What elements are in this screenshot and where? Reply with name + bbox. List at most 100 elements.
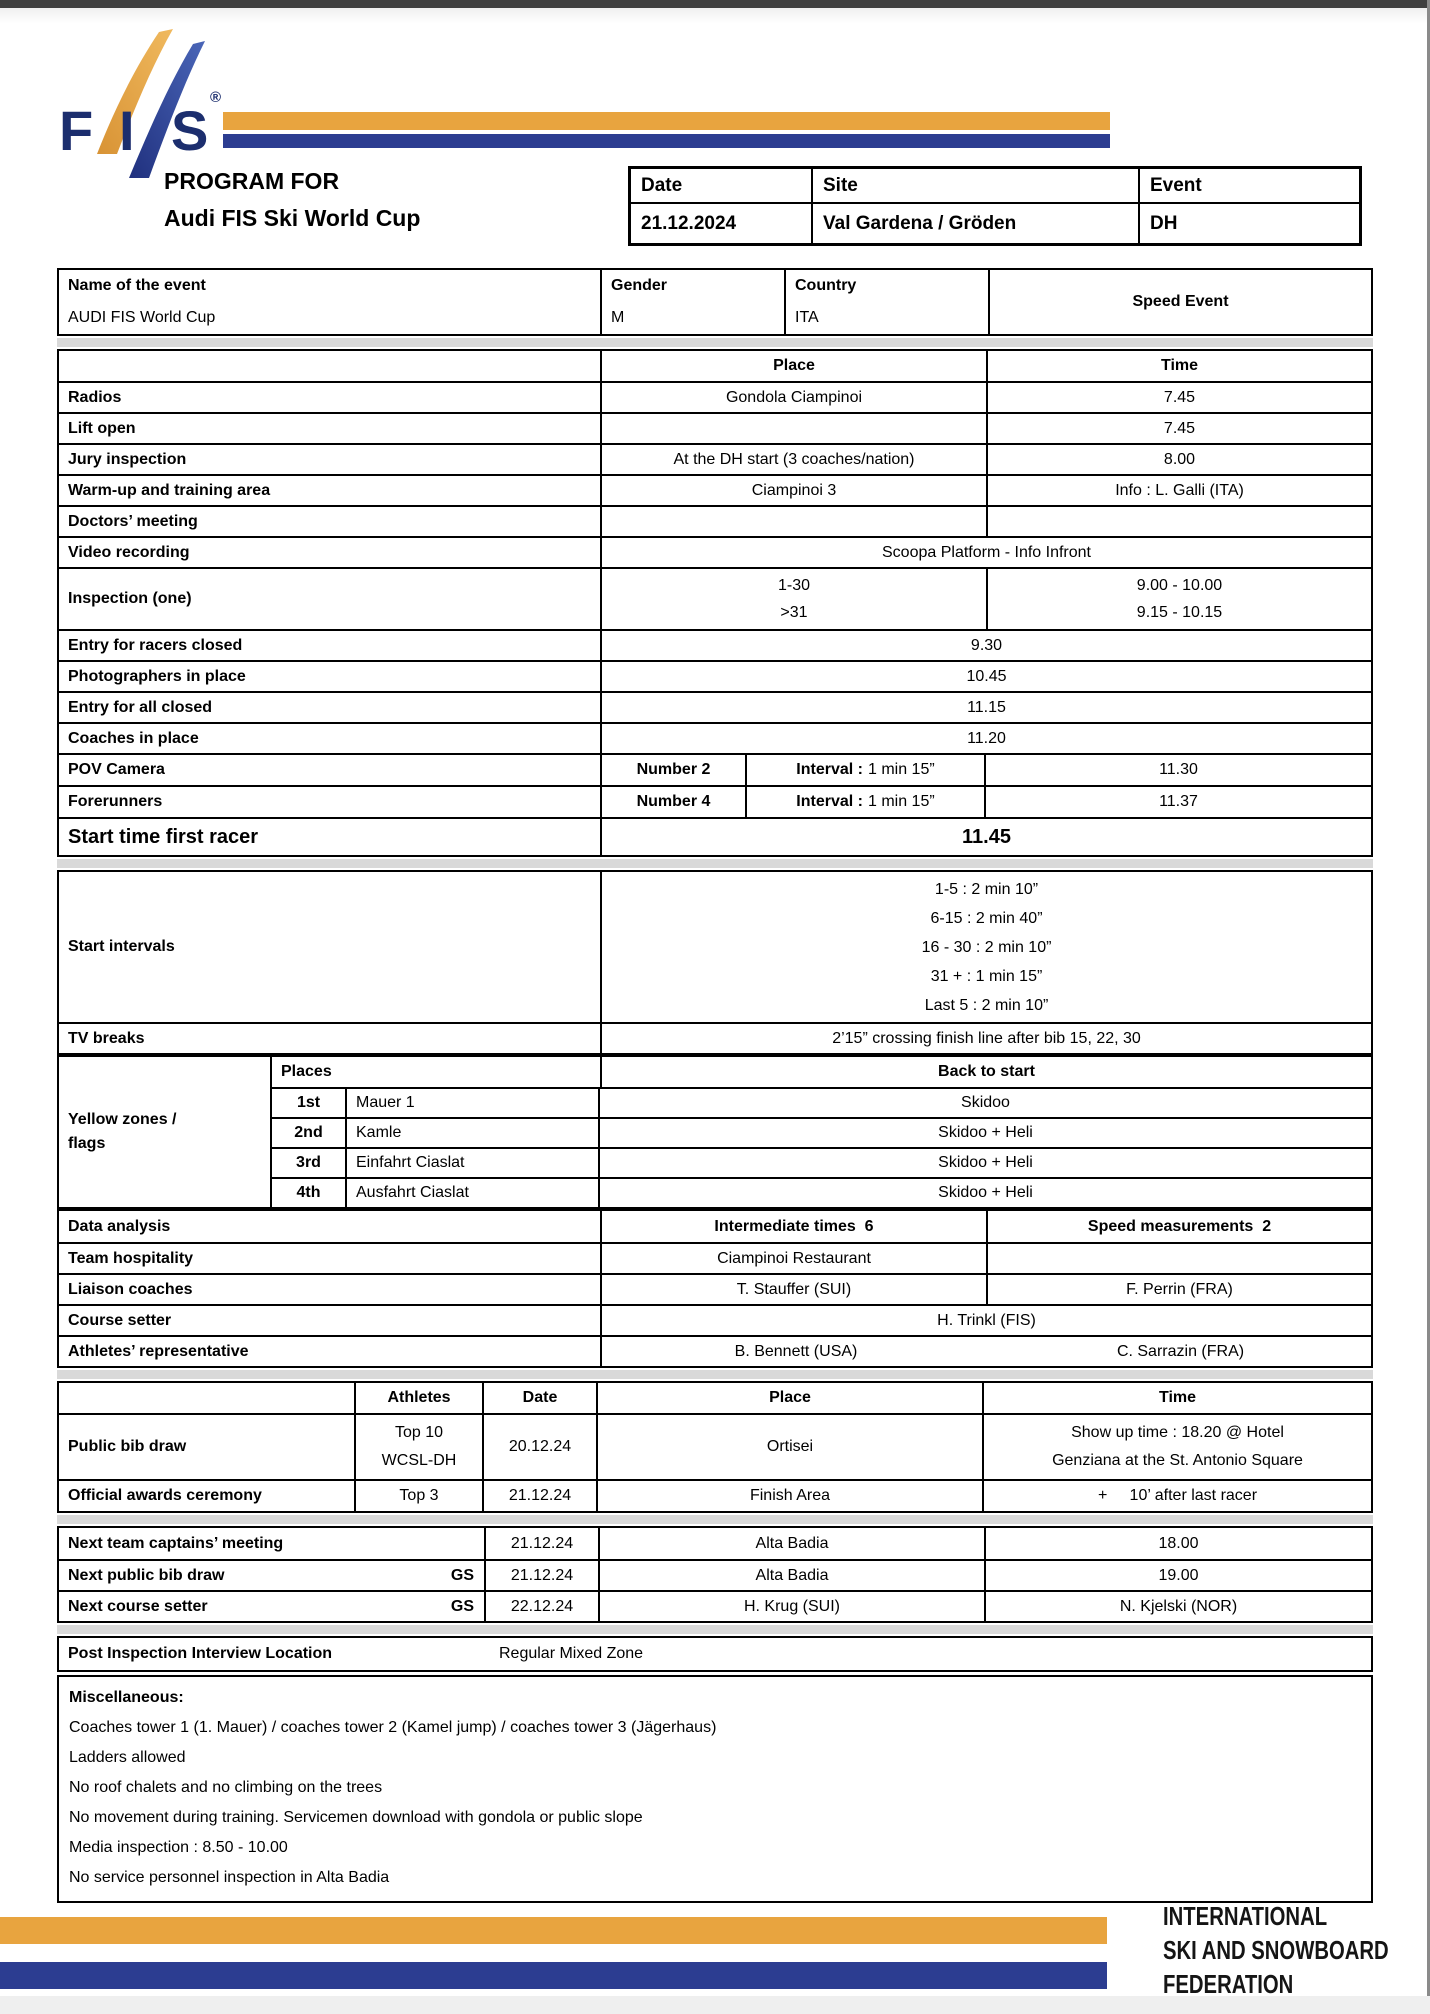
bib-draw-header-row: Athletes Date Place Time [59, 1383, 1371, 1413]
misc-line: No roof chalets and no climbing on the t… [69, 1779, 383, 1796]
pov-interval-value: 1 min 15” [867, 761, 935, 778]
warmup-time: Info : L. Galli (ITA) [986, 476, 1371, 505]
miscellaneous-section: Miscellaneous: Coaches tower 1 (1. Mauer… [57, 1675, 1373, 1903]
fis-logo-graphic: F I S ® [59, 29, 221, 178]
post-inspection-section: Post Inspection Interview Location Regul… [57, 1636, 1373, 1672]
start-time-label: Start time first racer [68, 825, 259, 848]
post-inspection-label: Post Inspection Interview Location [68, 1645, 333, 1662]
event-value-row: AUDI FIS World Cup M ITA [59, 302, 988, 334]
event-value: DH [1138, 204, 1359, 243]
hospitality-time [986, 1244, 1371, 1273]
yellow-ord-1: 1st [296, 1094, 321, 1111]
athletes-rep-2: C. Sarrazin (FRA) [1116, 1342, 1245, 1360]
public-bib-athletes-line1: Top 10 [394, 1424, 444, 1441]
public-bib-time-line1: Show up time : 18.20 @ Hotel [1071, 1424, 1284, 1441]
event-header-row: Name of the event Gender Country [59, 270, 988, 302]
next-setter-discipline: GS [450, 1597, 474, 1615]
gender-label: Gender [600, 270, 784, 302]
athletes-header: Athletes [354, 1383, 482, 1413]
jury-time: 8.00 [986, 445, 1371, 474]
yellow-back-4: Skidoo + Heli [598, 1179, 1371, 1207]
post-inspection-cell: Post Inspection Interview Location Regul… [59, 1638, 1371, 1670]
row-athletes-rep: Athletes’ representative B. Bennett (USA… [59, 1335, 1371, 1366]
misc-line: No service personnel inspection in Alta … [69, 1869, 390, 1886]
federation-line1: INTERNATIONAL [1163, 1901, 1328, 1931]
schedule-header-row: Place Time [59, 351, 1371, 381]
start-time-value: 11.45 [600, 819, 1371, 855]
yellow-row-4: 4th Ausfahrt Ciaslat Skidoo + Heli [272, 1177, 1371, 1207]
inspection-group-2: >31 [780, 604, 808, 621]
officials-section: Data analysis Intermediate times 6 Speed… [57, 1209, 1373, 1368]
header-gold-bar [223, 112, 1110, 130]
site-header: Site [811, 169, 1138, 202]
date-site-event-table: Date Site Event 21.12.2024 Val Gardena /… [628, 166, 1362, 246]
places-header: Places [281, 1063, 332, 1080]
logo-letter-f: F [59, 99, 93, 162]
event-name-value: AUDI FIS World Cup [68, 309, 216, 326]
next-bib-label-cell: Next public bib draw GS [59, 1561, 484, 1590]
row-start-intervals: Start intervals 1-5 : 2 min 10” 6-15 : 2… [59, 872, 1371, 1022]
inspection-group-1: 1-30 [777, 577, 811, 594]
interval-line: Last 5 : 2 min 10” [924, 996, 1049, 1014]
window-top-edge [0, 0, 1430, 8]
next-setter-place: H. Krug (SUI) [598, 1592, 984, 1621]
row-liaison-coaches: Liaison coaches T. Stauffer (SUI) F. Per… [59, 1273, 1371, 1304]
section-divider [57, 1515, 1373, 1524]
yellow-place-1: Mauer 1 [345, 1089, 598, 1117]
awards-athletes: Top 3 [354, 1481, 482, 1511]
pov-label: POV Camera [68, 761, 165, 778]
country-value: ITA [784, 302, 988, 334]
speed-measurements: Speed measurements 2 [986, 1211, 1371, 1242]
video-label: Video recording [68, 543, 190, 561]
event-name-left: Name of the event Gender Country AUDI FI… [59, 270, 988, 334]
next-bib-time: 19.00 [984, 1561, 1371, 1590]
page-title-line1: PROGRAM FOR [164, 168, 340, 194]
footer-blue-bar [0, 1962, 1107, 1989]
row-forerunners: Forerunners Number 4 Interval : 1 min 15… [59, 785, 1371, 817]
start-intervals-values: 1-5 : 2 min 10” 6-15 : 2 min 40” 16 - 30… [600, 872, 1371, 1022]
event-category: Speed Event [988, 270, 1371, 334]
photographers-time: 10.45 [600, 662, 1371, 691]
row-warmup: Warm-up and training area Ciampinoi 3 In… [59, 474, 1371, 505]
public-bib-athletes-line2: WCSL-DH [381, 1452, 457, 1469]
logo-letter-s: S [171, 99, 208, 162]
next-setter-time: N. Kjelski (NOR) [984, 1592, 1371, 1621]
logo-letter-i: I [119, 99, 135, 162]
interval-line: 6-15 : 2 min 40” [930, 909, 1043, 927]
doctors-label: Doctors’ meeting [68, 512, 198, 530]
row-tv-breaks: TV breaks 2’15” crossing finish line aft… [59, 1022, 1371, 1053]
entry-racers-time: 9.30 [600, 631, 1371, 660]
info-value-row: 21.12.2024 Val Gardena / Gröden DH [631, 202, 1359, 243]
bib-time-header: Time [982, 1383, 1371, 1413]
section-divider [57, 859, 1373, 868]
row-next-captains-meeting: Next team captains’ meeting 21.12.24 Alt… [59, 1528, 1371, 1559]
public-bib-place: Ortisei [596, 1415, 982, 1479]
next-bib-date: 21.12.24 [484, 1561, 598, 1590]
registered-mark: ® [210, 89, 221, 106]
yellow-row-2: 2nd Kamle Skidoo + Heli [272, 1117, 1371, 1147]
next-captains-date: 21.12.24 [484, 1528, 598, 1559]
awards-place: Finish Area [596, 1481, 982, 1511]
next-captains-time: 18.00 [984, 1528, 1371, 1559]
video-value: Scoopa Platform - Info Infront [600, 538, 1371, 567]
next-setter-label: Next course setter [68, 1597, 208, 1615]
doctors-place [600, 507, 986, 536]
row-radios: Radios Gondola Ciampinoi 7.45 [59, 381, 1371, 412]
row-entry-all: Entry for all closed 11.15 [59, 691, 1371, 722]
yellow-back-2: Skidoo + Heli [598, 1119, 1371, 1147]
course-setter-value: H. Trinkl (FIS) [600, 1306, 1371, 1335]
misc-line: Media inspection : 8.50 - 10.00 [69, 1839, 288, 1856]
program-document: Name of the event Gender Country AUDI FI… [57, 268, 1373, 1903]
pov-number: Number 2 [600, 755, 745, 785]
event-header: Event [1138, 169, 1359, 202]
radios-place: Gondola Ciampinoi [600, 383, 986, 412]
federation-line3: FEDERATION [1163, 1969, 1294, 1999]
next-bib-label: Next public bib draw [68, 1566, 225, 1584]
inspection-time-2: 9.15 - 10.15 [1136, 604, 1223, 621]
interval-line: 1-5 : 2 min 10” [934, 880, 1039, 898]
row-post-inspection: Post Inspection Interview Location Regul… [59, 1638, 1371, 1670]
doctors-time [986, 507, 1371, 536]
misc-line: Coaches tower 1 (1. Mauer) / coaches tow… [69, 1719, 717, 1736]
row-next-course-setter: Next course setter GS 22.12.24 H. Krug (… [59, 1590, 1371, 1621]
federation-name: INTERNATIONAL SKI AND SNOWBOARD FEDERATI… [1163, 1899, 1389, 2001]
